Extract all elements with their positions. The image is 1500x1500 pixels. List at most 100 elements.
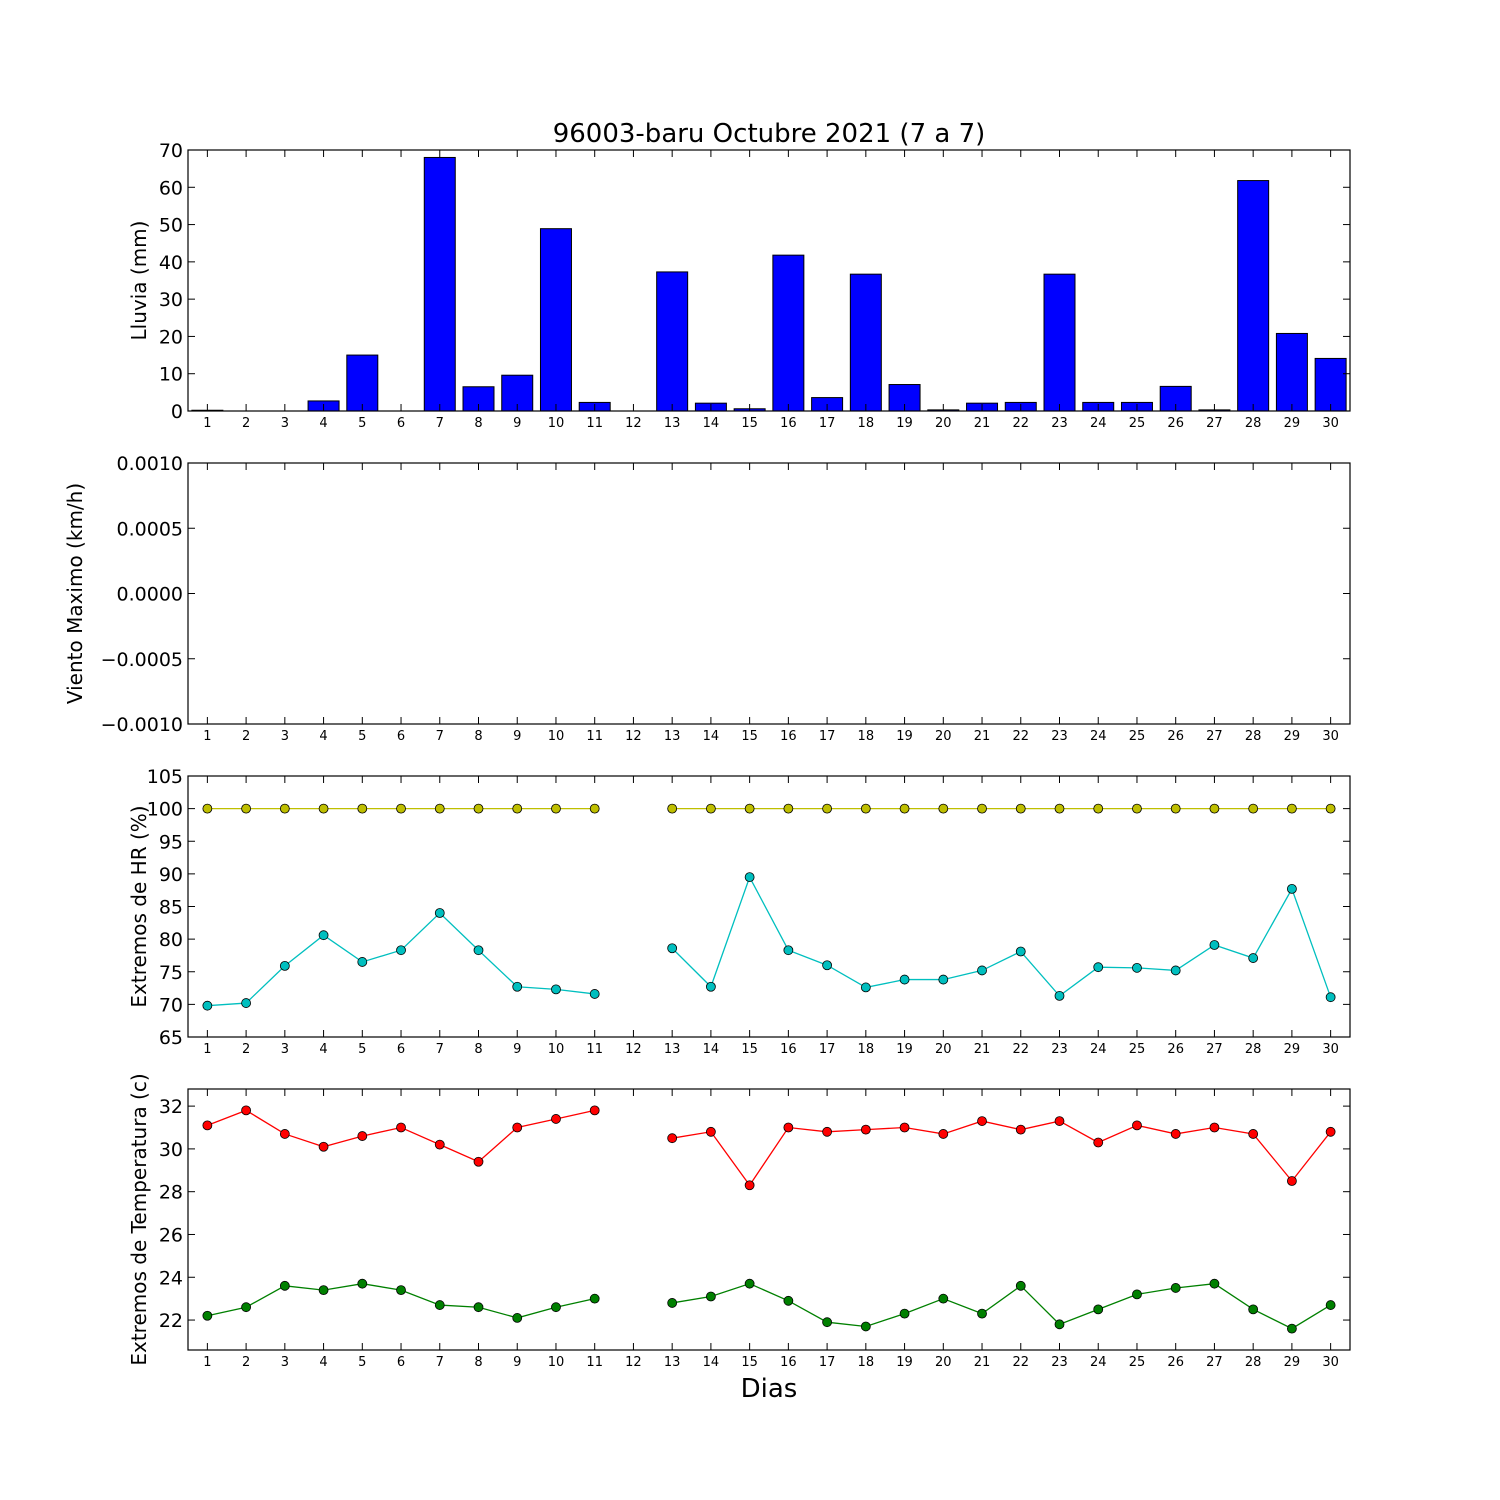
- wind-xtick-label: 24: [1090, 729, 1107, 744]
- wind-ytick-label: −0.0005: [101, 649, 183, 671]
- rain-ytick-label: 20: [159, 326, 183, 348]
- rain-xtick-label: 24: [1090, 416, 1107, 431]
- wind-xtick-label: 14: [703, 729, 720, 744]
- temp-series-1-point-day-22: [1015, 1124, 1026, 1135]
- temp-xtick-label: 21: [974, 1355, 991, 1370]
- temp-xtick-label: 1: [203, 1355, 211, 1370]
- hr-xtick-label: 14: [703, 1042, 720, 1057]
- hr-series-2-point-day-2: [241, 998, 252, 1008]
- rain-bar-day-5: [346, 354, 379, 412]
- rain-ytick-label: 50: [159, 215, 183, 237]
- hr-xtick-label: 17: [819, 1042, 836, 1057]
- rain-xtick-label: 15: [741, 416, 758, 431]
- hr-xtick-label: 6: [397, 1042, 405, 1057]
- temp-series-2-point-day-2: [241, 1302, 252, 1313]
- rain-bar-day-7: [423, 156, 456, 412]
- temp-series-2-point-day-27: [1209, 1278, 1220, 1289]
- hr-series-2-point-day-19: [899, 974, 910, 985]
- wind-xtick-label: 3: [281, 729, 289, 744]
- hr-series-2-point-day-20: [938, 974, 949, 985]
- temp-series-2-point-day-22: [1015, 1280, 1026, 1291]
- hr-series-1-point-day-21: [977, 803, 987, 814]
- temp-series-1-point-day-27: [1209, 1122, 1220, 1133]
- hr-series-1-point-day-9: [512, 803, 523, 814]
- rain-xtick-label: 8: [474, 416, 482, 431]
- hr-xtick-label: 13: [664, 1042, 681, 1057]
- temp-series-2: [202, 1278, 1336, 1334]
- temp-xtick-label: 23: [1051, 1355, 1068, 1370]
- hr-series-1-point-day-7: [434, 803, 445, 814]
- temp-series-1-point-day-4: [318, 1141, 329, 1152]
- rain-xtick-label: 10: [548, 416, 565, 431]
- rain-xtick-label: 18: [858, 416, 875, 431]
- temp-series-1-point-day-10: [551, 1114, 561, 1124]
- hr-series-1-point-day-3: [279, 803, 290, 814]
- hr-series-1-point-day-1: [202, 803, 213, 814]
- temp-xtick-label: 20: [935, 1355, 952, 1370]
- temp-series-1-point-day-17: [822, 1126, 832, 1137]
- temp-xtick-label: 17: [819, 1355, 836, 1370]
- rain-xtick-label: 29: [1284, 416, 1301, 431]
- rain-xtick-label: 23: [1051, 416, 1068, 431]
- rain-xtick-label: 28: [1245, 416, 1262, 431]
- rain-axes-frame: [187, 149, 1351, 412]
- wind-xtick-label: 6: [397, 729, 405, 744]
- hr-series-2-point-day-16: [783, 945, 794, 956]
- wind-xtick-label: 4: [319, 729, 327, 744]
- wind-xtick-label: 30: [1322, 729, 1339, 744]
- rain-ytick-label: 0: [171, 401, 183, 423]
- hr-xtick-label: 25: [1129, 1042, 1146, 1057]
- rain-ytick-label: 10: [159, 364, 183, 386]
- temp-xtick-label: 14: [703, 1355, 720, 1370]
- hr-ytick-label: 75: [159, 962, 183, 984]
- temp-xtick-label: 26: [1167, 1355, 1184, 1370]
- temp-y-axis-label: Extremos de Temperatura (c): [127, 1073, 151, 1365]
- rain-xtick-label: 1: [203, 416, 211, 431]
- hr-series-1-point-day-23: [1054, 803, 1065, 814]
- rain-xtick-label: 4: [319, 416, 327, 431]
- temp-xtick-label: 15: [741, 1355, 758, 1370]
- temp-series-1-point-day-16: [783, 1122, 794, 1133]
- hr-xtick-label: 26: [1167, 1042, 1184, 1057]
- hr-xtick-label: 12: [625, 1042, 642, 1057]
- temp-series-1-point-day-21: [977, 1116, 987, 1126]
- hr-series-2-point-day-4: [318, 930, 329, 941]
- temp-series-2-point-day-8: [473, 1302, 484, 1313]
- hr-series-2-point-day-9: [512, 981, 523, 992]
- rain-xtick-label: 7: [436, 416, 444, 431]
- rain-bar-day-23: [1043, 273, 1076, 412]
- temp-xtick-label: 6: [397, 1355, 405, 1370]
- hr-xtick-label: 3: [281, 1042, 289, 1057]
- hr-series-1-point-day-20: [938, 803, 949, 814]
- hr-series-2-point-day-6: [396, 945, 406, 956]
- temp-series-1-point-day-18: [860, 1124, 871, 1135]
- temp-xtick-label: 4: [319, 1355, 327, 1370]
- rain-xtick-label: 3: [281, 416, 289, 431]
- hr-series-2-point-day-27: [1209, 940, 1220, 950]
- hr-series-2-point-day-3: [279, 960, 290, 971]
- hr-series-1-point-day-18: [860, 803, 871, 814]
- rain-xtick-label: 6: [397, 416, 405, 431]
- temp-series-1-point-day-14: [706, 1126, 716, 1137]
- rain-xtick-label: 19: [896, 416, 913, 431]
- wind-xtick-label: 29: [1284, 729, 1301, 744]
- temp-xtick-label: 16: [780, 1355, 797, 1370]
- hr-series-1-point-day-14: [706, 803, 716, 814]
- hr-series-2-point-day-26: [1170, 965, 1181, 976]
- hr-series-2-point-day-23: [1054, 990, 1065, 1001]
- temp-series-1-point-day-29: [1287, 1176, 1297, 1186]
- hr-xtick-label: 29: [1284, 1042, 1301, 1057]
- hr-xtick-label: 2: [242, 1042, 250, 1057]
- hr-series-2-point-day-29: [1287, 883, 1297, 894]
- temp-series-2-point-day-30: [1325, 1300, 1336, 1310]
- temp-series-1-point-day-24: [1093, 1137, 1104, 1148]
- hr-ytick-label: 105: [147, 766, 183, 788]
- temp-xtick-label: 13: [664, 1355, 681, 1370]
- rain-xtick-label: 16: [780, 416, 797, 431]
- wind-ytick-label: −0.0010: [101, 714, 183, 736]
- wind-xtick-label: 2: [242, 729, 250, 744]
- hr-series-1-point-day-8: [473, 803, 484, 814]
